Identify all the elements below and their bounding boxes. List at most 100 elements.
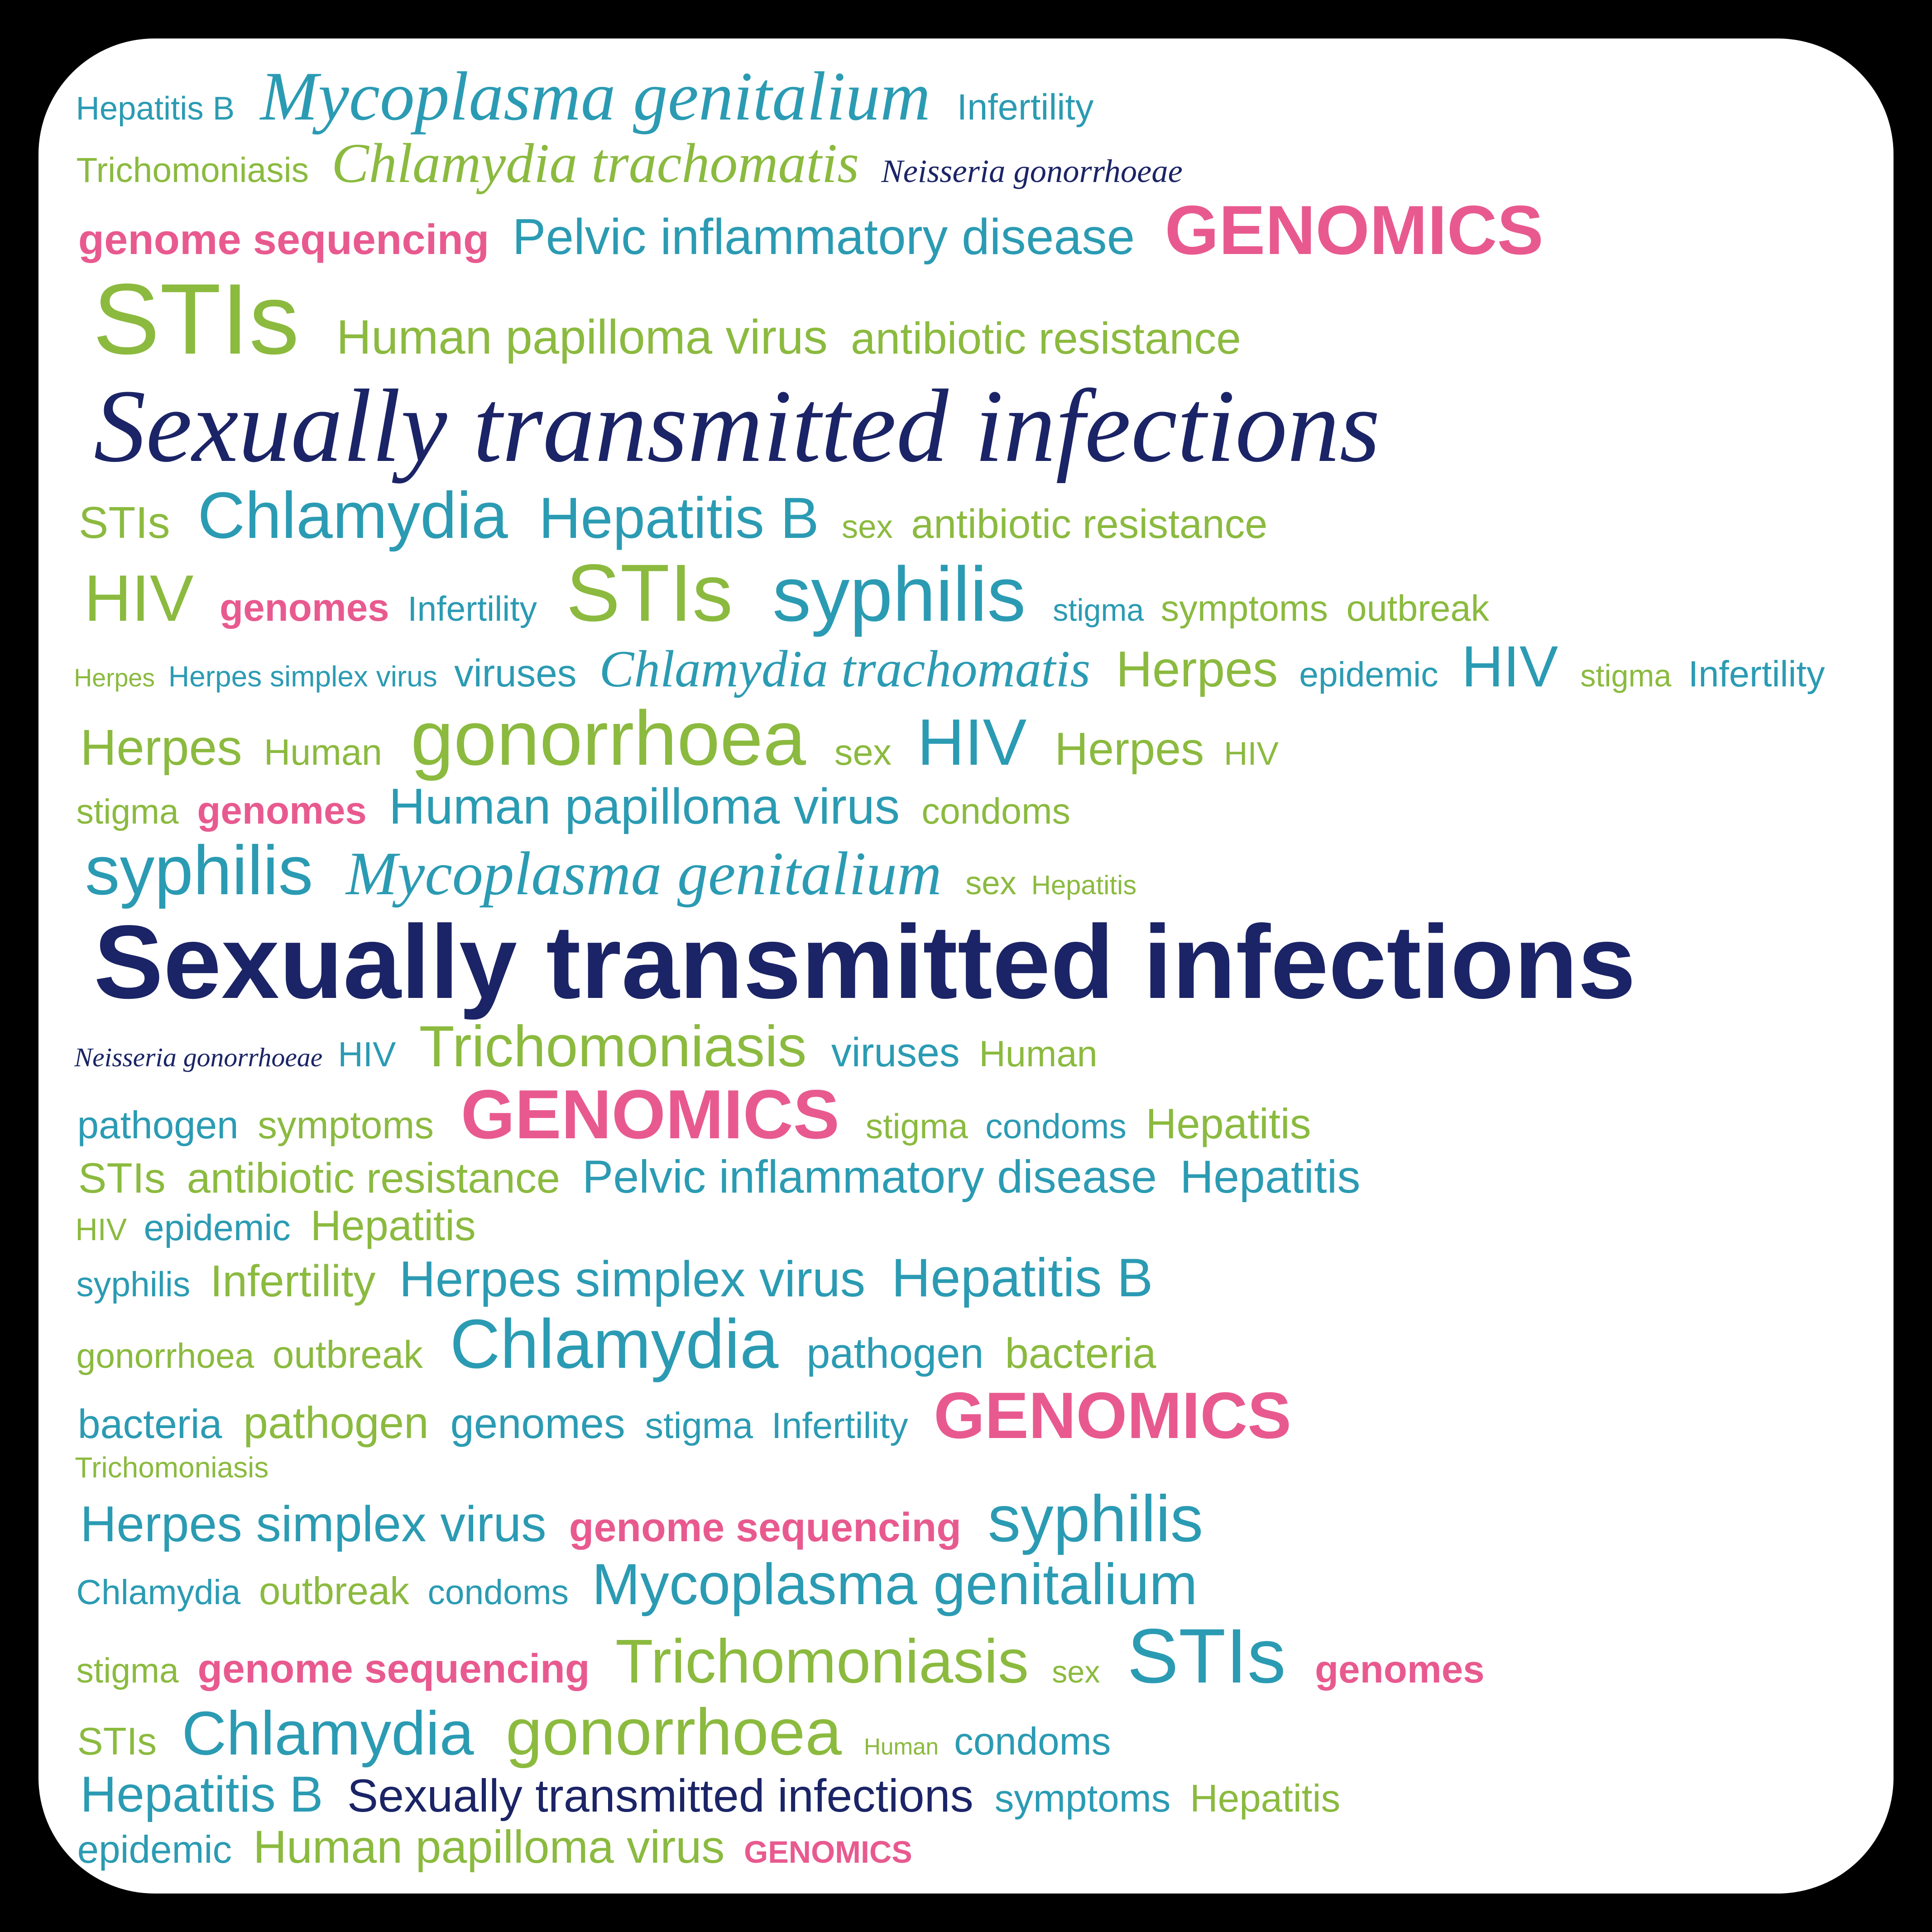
word: genomes (197, 791, 367, 830)
word: STIs (79, 500, 170, 545)
word: Infertility (957, 89, 1094, 126)
word: Chlamydia (197, 483, 508, 548)
word: genome sequencing (78, 218, 489, 261)
word: gonorrhoea (77, 1339, 254, 1374)
wordcloud-row: STIsChlamydiaHepatitis Bsexantibiotic re… (67, 483, 1864, 548)
word: Sexually transmitted infections (347, 1773, 973, 1819)
word: bacteria (78, 1404, 222, 1445)
word: Hepatitis (1190, 1779, 1340, 1818)
word: Human (264, 734, 382, 771)
wordcloud-frame: Hepatitis B Mycoplasma genitalium Infertil… (38, 38, 1893, 1893)
word: genomes (220, 589, 389, 627)
wordcloud-row: syphilis Mycoplasma genitalium sex Hepatiti… (67, 836, 1864, 906)
word: Chlamydia (77, 1575, 241, 1610)
word: STIs (566, 552, 733, 633)
wordcloud-row: STIsHuman papilloma virusantibiotic resi… (67, 269, 1864, 370)
word: Sexually transmitted infections (94, 910, 1636, 1014)
word: viruses (831, 1032, 960, 1073)
word: Chlamydia (182, 1702, 474, 1764)
wordcloud: Hepatitis B Mycoplasma genitalium Infertil… (67, 62, 1864, 1870)
word: Infertility (407, 592, 537, 627)
word: Neisseria gonorrhoeae (74, 1044, 322, 1071)
word: Hepatitis (311, 1204, 476, 1247)
wordcloud-row: HIV epidemic Hepatitis (67, 1204, 1864, 1247)
word: HIV (917, 710, 1027, 775)
word: GENOMICS (934, 1383, 1291, 1448)
word: syphilis (85, 836, 313, 906)
wordcloud-row: pathogen symptoms GENOMICS stigma condoms Hep… (67, 1080, 1864, 1150)
word: genome sequencing (569, 1507, 961, 1548)
wordcloud-row: HIVgenomesInfertilitySTIssyphilisstigmas… (67, 552, 1864, 633)
wordcloud-row: stigmagenome sequencingTrichomoniasissex… (67, 1618, 1864, 1695)
word: syphilis (988, 1486, 1203, 1552)
word: Trichomoniasis (77, 153, 309, 188)
word: Hepatitis B (892, 1251, 1153, 1305)
word: stigma (645, 1408, 753, 1444)
word: Herpes (74, 666, 155, 690)
word: Herpes simplex virus (80, 1499, 547, 1549)
wordcloud-row: Sexually transmitted infections (67, 910, 1864, 1014)
wordcloud-row: genome sequencing Pelvic inflammatory dis… (67, 196, 1864, 265)
word: Human papilloma virus (336, 313, 828, 361)
word: condoms (954, 1722, 1111, 1761)
word: symptoms (258, 1106, 434, 1145)
word: genomes (1315, 1650, 1485, 1689)
wordcloud-row: Herpes simplex virus genome sequencing syp… (67, 1486, 1864, 1552)
word: GENOMICS (744, 1837, 912, 1868)
word: sex (834, 734, 892, 771)
word: symptoms (1161, 590, 1328, 627)
word: Neisseria gonorrhoeae (881, 155, 1182, 188)
word: pathogen (806, 1332, 983, 1375)
wordcloud-row: Neisseria gonorrhoeaeHIVTrichomoniasisvi… (67, 1018, 1864, 1076)
wordcloud-row: syphilisInfertilityHerpes simplex virusH… (67, 1251, 1864, 1305)
wordcloud-row: gonorrhoeaoutbreakChlamydiapathogenbacte… (67, 1309, 1864, 1379)
word: Herpes (80, 723, 242, 773)
word: Trichomoniasis (75, 1453, 268, 1482)
word: Hepatitis (1146, 1103, 1311, 1145)
word: stigma (77, 795, 179, 829)
wordcloud-row: Trichomoniasis Chlamydia trachomatis Neiss… (67, 135, 1864, 192)
word: Hepatitis B (76, 92, 235, 125)
word: Hepatitis (1031, 872, 1136, 899)
word: stigma (1580, 661, 1671, 691)
word: genomes (451, 1402, 625, 1445)
word: Pelvic inflammatory disease (582, 1154, 1157, 1200)
wordcloud-row: STIsantibiotic resistancePelvic inflamma… (67, 1154, 1864, 1200)
word: Human (864, 1735, 939, 1758)
word: genome sequencing (197, 1649, 590, 1689)
word: pathogen (77, 1106, 239, 1145)
word: outbreak (1347, 590, 1489, 627)
word: Chlamydia (450, 1309, 779, 1379)
word: HIV (75, 1214, 127, 1245)
wordcloud-row: Trichomoniasis (67, 1453, 1864, 1482)
word: sex (965, 867, 1016, 900)
word: HIV (1224, 738, 1279, 771)
word: Mycoplasma genitalium (260, 62, 930, 132)
word: Chlamydia trachomatis (599, 643, 1091, 695)
word: Pelvic inflammatory disease (512, 212, 1135, 262)
word: Human papilloma virus (389, 781, 900, 832)
word: epidemic (144, 1210, 291, 1246)
word: STIs (77, 1722, 157, 1761)
word: stigma (866, 1109, 968, 1144)
word: syphilis (77, 1267, 191, 1302)
word: Mycoplasma genitalium (592, 1556, 1197, 1614)
wordcloud-row: Hepatitis B Mycoplasma genitalium Infertil… (67, 62, 1864, 132)
word: Mycoplasma genitalium (346, 843, 942, 905)
word: condoms (921, 793, 1070, 830)
word: Herpes (1055, 726, 1204, 772)
word: Herpes simplex virus (168, 662, 437, 691)
word: Herpes (1116, 644, 1278, 695)
word: HIV (84, 566, 194, 631)
word: condoms (985, 1109, 1127, 1144)
word: Hepatitis B (80, 1769, 323, 1820)
word: gonorrhoea (506, 1699, 842, 1765)
wordcloud-row: ChlamydiaoutbreakcondomsMycoplasma genit… (67, 1556, 1864, 1614)
word: STIs (93, 269, 299, 370)
word: Hepatitis B (539, 489, 819, 547)
word: GENOMICS (461, 1080, 839, 1150)
word: HIV (338, 1037, 396, 1072)
word: Chlamydia trachomatis (331, 135, 859, 192)
word: outbreak (273, 1336, 423, 1374)
word: epidemic (77, 1831, 232, 1869)
